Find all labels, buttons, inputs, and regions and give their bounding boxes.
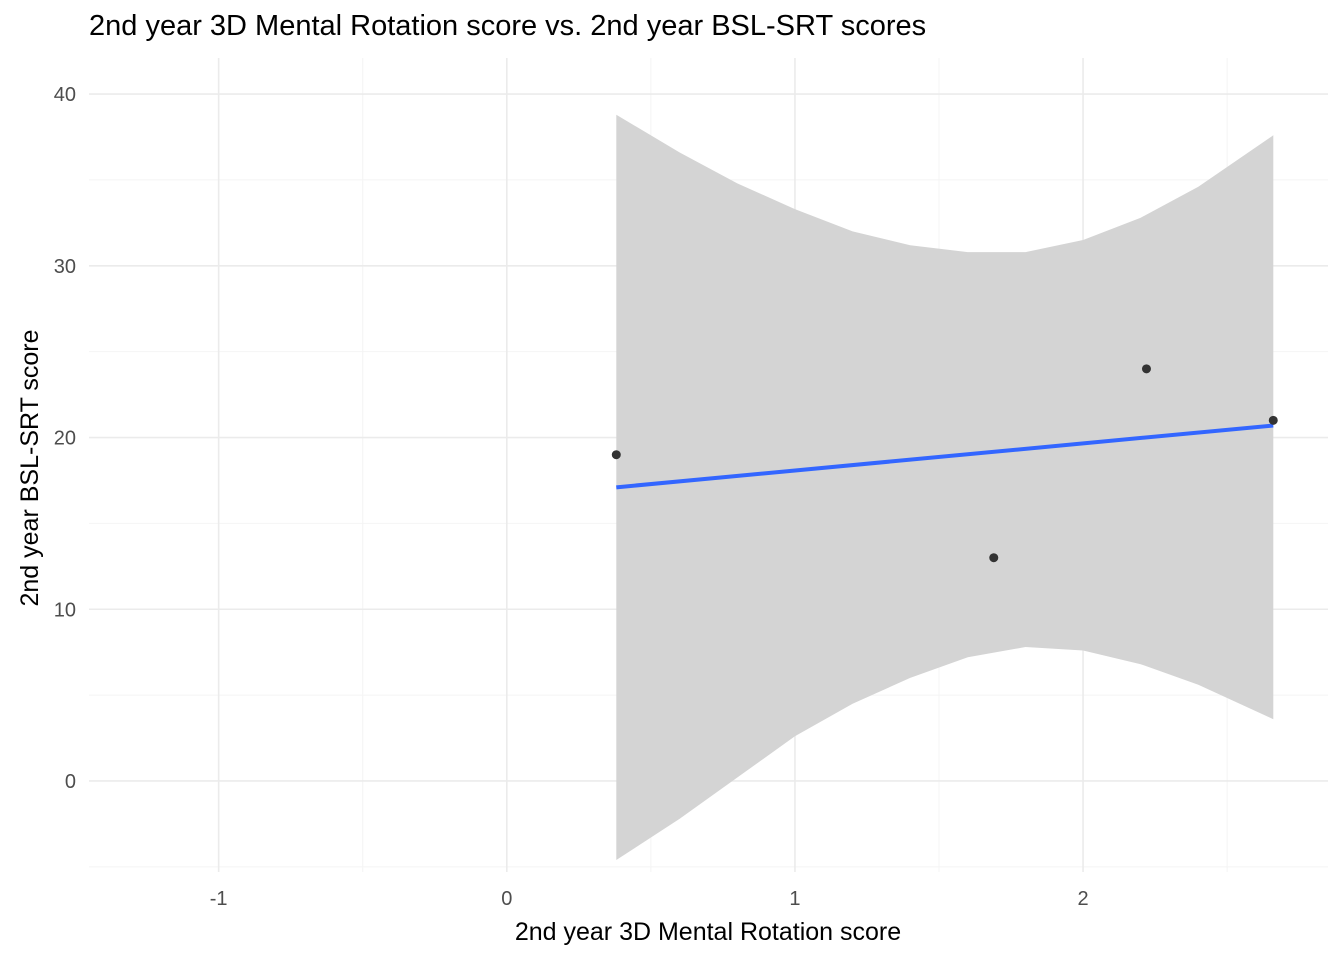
- y-tick-label: 30: [54, 256, 76, 278]
- x-axis-title: 2nd year 3D Mental Rotation score: [515, 918, 901, 946]
- y-axis-title: 2nd year BSL-SRT score: [16, 330, 44, 607]
- y-tick-label: 0: [65, 771, 76, 793]
- x-tick-label: 0: [501, 888, 512, 910]
- chart-title: 2nd year 3D Mental Rotation score vs. 2n…: [89, 10, 927, 42]
- x-tick-label: 2: [1078, 888, 1089, 910]
- points-layer: [611, 364, 1278, 563]
- x-tick-label: 1: [789, 888, 800, 910]
- y-tick-label: 10: [54, 599, 76, 621]
- data-point: [611, 450, 621, 460]
- regression-line: [616, 423, 1274, 490]
- data-point: [989, 553, 999, 563]
- y-tick-label: 20: [54, 428, 76, 450]
- confidence-band: [616, 114, 1274, 860]
- x-tick-label: -1: [210, 888, 228, 910]
- y-tick-labels: 0 10 20 30 40: [54, 84, 76, 793]
- data-point: [1268, 415, 1278, 425]
- confidence-band-layer: [616, 114, 1274, 860]
- y-tick-label: 40: [54, 84, 76, 106]
- x-tick-labels: -1 0 1 2: [210, 888, 1089, 910]
- data-point: [1141, 364, 1151, 374]
- regression-line-layer: [616, 423, 1274, 490]
